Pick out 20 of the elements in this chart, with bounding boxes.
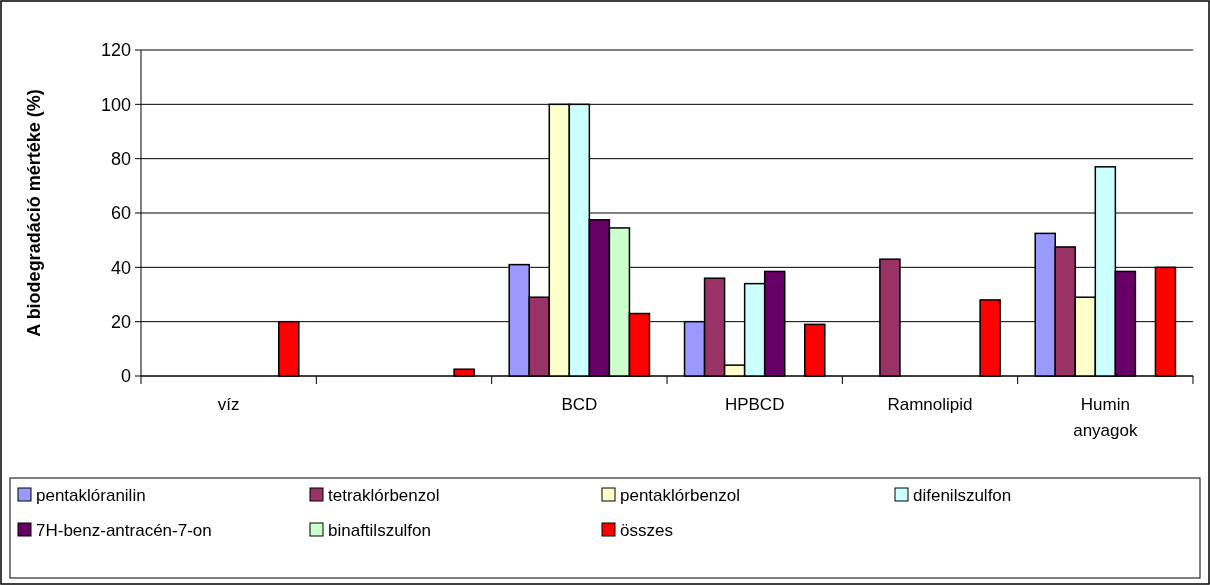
y-tick-label: 40	[110, 257, 131, 278]
y-tick-label: 60	[110, 203, 131, 224]
legend-label: binaftilszulfon	[328, 520, 432, 540]
y-axis-title: A biodegradáció mértéke (%)	[24, 89, 44, 337]
x-tick-label: HPBCD	[724, 395, 785, 414]
legend-label: difenilszulfon	[913, 485, 1012, 505]
y-tick-label: 100	[100, 94, 131, 115]
legend-label: pentaklórbenzol	[620, 485, 741, 505]
y-tick-label: 120	[100, 40, 131, 61]
x-tick-label: Ramnolipid	[887, 395, 973, 414]
legend-label: 7H-benz-antracén-7-on	[36, 520, 212, 540]
y-tick-label: 0	[120, 366, 131, 387]
legend-label: összes	[620, 520, 673, 540]
y-tick-label: 80	[110, 148, 131, 169]
legend-label: tetraklórbenzol	[328, 485, 440, 505]
x-tick-label: Humin anyagok	[1073, 395, 1138, 440]
y-tick-label: 20	[110, 311, 131, 332]
legend-label: pentaklóranilin	[36, 485, 146, 505]
x-tick-label: víz	[217, 395, 240, 414]
x-tick-label: BCD	[561, 395, 598, 414]
